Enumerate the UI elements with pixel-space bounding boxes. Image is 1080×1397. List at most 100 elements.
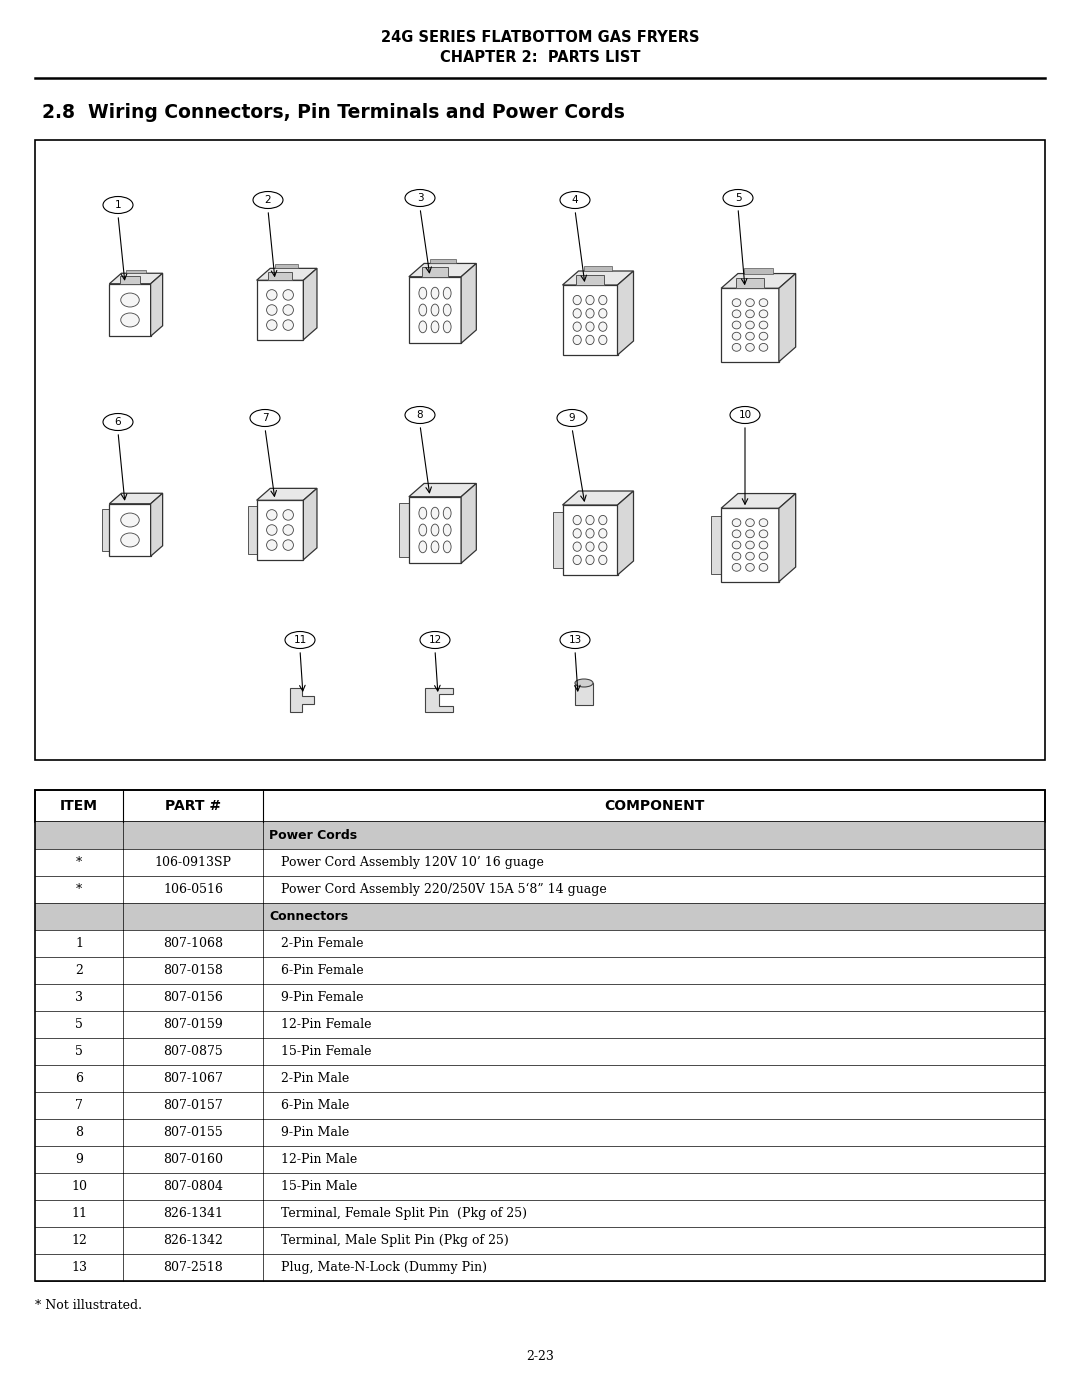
- Bar: [248, 506, 257, 553]
- Bar: [35, 876, 1045, 902]
- Ellipse shape: [585, 321, 594, 331]
- Text: 9-Pin Male: 9-Pin Male: [281, 1126, 349, 1139]
- Ellipse shape: [285, 631, 315, 648]
- Text: 9: 9: [76, 1153, 83, 1166]
- Text: 11: 11: [71, 1207, 87, 1220]
- Ellipse shape: [585, 295, 594, 305]
- Text: 807-0160: 807-0160: [163, 1153, 222, 1166]
- Text: 3: 3: [75, 990, 83, 1004]
- Bar: [35, 789, 1045, 1281]
- Ellipse shape: [759, 310, 768, 317]
- Bar: [409, 277, 461, 344]
- Ellipse shape: [732, 344, 741, 351]
- Text: 8: 8: [75, 1126, 83, 1139]
- Bar: [721, 288, 779, 362]
- Bar: [102, 509, 109, 550]
- Text: 5: 5: [76, 1045, 83, 1058]
- Ellipse shape: [745, 563, 754, 571]
- Bar: [35, 1119, 1045, 1146]
- Text: 12: 12: [71, 1234, 86, 1248]
- Ellipse shape: [745, 332, 754, 339]
- Text: 807-2518: 807-2518: [163, 1261, 222, 1274]
- Ellipse shape: [267, 305, 278, 316]
- Text: 24G SERIES FLATBOTTOM GAS FRYERS: 24G SERIES FLATBOTTOM GAS FRYERS: [381, 31, 699, 46]
- Ellipse shape: [598, 295, 607, 305]
- Text: CHAPTER 2:  PARTS LIST: CHAPTER 2: PARTS LIST: [440, 50, 640, 66]
- Ellipse shape: [598, 515, 607, 525]
- Ellipse shape: [759, 552, 768, 560]
- Text: 13: 13: [71, 1261, 87, 1274]
- Ellipse shape: [745, 529, 754, 538]
- Ellipse shape: [419, 288, 427, 299]
- Ellipse shape: [419, 524, 427, 536]
- Text: 10: 10: [739, 409, 752, 420]
- Ellipse shape: [267, 289, 278, 300]
- Ellipse shape: [283, 510, 294, 520]
- Polygon shape: [563, 490, 634, 504]
- Ellipse shape: [759, 563, 768, 571]
- Ellipse shape: [745, 299, 754, 306]
- Ellipse shape: [283, 320, 294, 330]
- Bar: [257, 500, 303, 560]
- Ellipse shape: [573, 295, 581, 305]
- Text: 12-Pin Female: 12-Pin Female: [281, 1018, 372, 1031]
- Ellipse shape: [732, 552, 741, 560]
- Bar: [35, 821, 1045, 849]
- Text: 6-Pin Male: 6-Pin Male: [281, 1099, 349, 1112]
- Bar: [35, 1173, 1045, 1200]
- Text: Power Cord Assembly 120V 10’ 16 guage: Power Cord Assembly 120V 10’ 16 guage: [281, 856, 544, 869]
- Text: 11: 11: [294, 636, 307, 645]
- Text: ITEM: ITEM: [60, 799, 98, 813]
- Text: 2-Pin Female: 2-Pin Female: [281, 937, 364, 950]
- Ellipse shape: [732, 310, 741, 317]
- Bar: [275, 264, 298, 268]
- Text: 2: 2: [265, 196, 271, 205]
- Ellipse shape: [745, 310, 754, 317]
- Text: 106-0913SP: 106-0913SP: [154, 856, 231, 869]
- Polygon shape: [409, 264, 476, 277]
- Bar: [400, 503, 409, 556]
- Ellipse shape: [598, 528, 607, 538]
- Text: 2-Pin Male: 2-Pin Male: [281, 1071, 349, 1085]
- Polygon shape: [303, 268, 316, 339]
- Text: * Not illustrated.: * Not illustrated.: [35, 1299, 141, 1312]
- Bar: [721, 509, 779, 581]
- Text: 10: 10: [71, 1180, 87, 1193]
- Polygon shape: [779, 274, 796, 362]
- Ellipse shape: [267, 510, 278, 520]
- Text: Power Cord Assembly 220/250V 15A 5‘8” 14 guage: Power Cord Assembly 220/250V 15A 5‘8” 14…: [281, 883, 607, 895]
- Bar: [109, 504, 150, 556]
- Text: 2.8  Wiring Connectors, Pin Terminals and Power Cords: 2.8 Wiring Connectors, Pin Terminals and…: [42, 102, 625, 122]
- Bar: [35, 930, 1045, 957]
- Bar: [35, 902, 1045, 930]
- Ellipse shape: [443, 288, 451, 299]
- Ellipse shape: [443, 541, 451, 553]
- Polygon shape: [461, 483, 476, 563]
- Polygon shape: [461, 264, 476, 344]
- Polygon shape: [109, 274, 163, 284]
- Ellipse shape: [745, 321, 754, 328]
- Text: 3: 3: [417, 193, 423, 203]
- Text: 9: 9: [569, 414, 576, 423]
- Polygon shape: [779, 493, 796, 581]
- Polygon shape: [618, 490, 634, 576]
- Ellipse shape: [745, 552, 754, 560]
- Polygon shape: [150, 493, 163, 556]
- Bar: [422, 267, 448, 277]
- Text: PART #: PART #: [165, 799, 221, 813]
- Ellipse shape: [745, 518, 754, 527]
- Bar: [584, 265, 611, 271]
- Text: 15-Pin Male: 15-Pin Male: [281, 1180, 357, 1193]
- Bar: [430, 258, 456, 264]
- Ellipse shape: [732, 518, 741, 527]
- Bar: [35, 983, 1045, 1011]
- Ellipse shape: [419, 507, 427, 520]
- Ellipse shape: [759, 529, 768, 538]
- Ellipse shape: [121, 293, 139, 307]
- Polygon shape: [618, 271, 634, 355]
- Ellipse shape: [573, 555, 581, 564]
- Ellipse shape: [431, 541, 438, 553]
- Text: Plug, Mate-N-Lock (Dummy Pin): Plug, Mate-N-Lock (Dummy Pin): [281, 1261, 487, 1274]
- Text: 807-1068: 807-1068: [163, 937, 222, 950]
- Bar: [268, 272, 292, 281]
